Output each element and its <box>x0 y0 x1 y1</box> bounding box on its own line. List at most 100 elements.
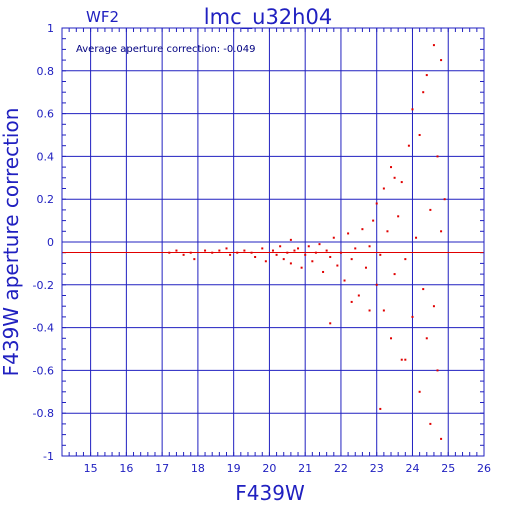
data-point <box>375 283 378 286</box>
data-point <box>361 228 364 231</box>
data-point <box>418 134 421 136</box>
x-tick-label: 23 <box>370 462 384 475</box>
data-point <box>314 251 317 254</box>
data-point <box>393 176 396 179</box>
x-tick-label: 19 <box>227 462 241 475</box>
data-point <box>250 251 253 254</box>
x-tick-label: 17 <box>155 462 169 475</box>
data-point <box>418 390 421 393</box>
data-point <box>350 258 353 261</box>
data-point <box>379 407 382 410</box>
data-point <box>279 245 282 248</box>
data-point <box>425 337 428 340</box>
data-point <box>254 255 257 258</box>
x-tick-label: 25 <box>441 462 455 475</box>
data-point <box>390 337 393 340</box>
data-point <box>400 181 403 184</box>
x-tick-label: 20 <box>262 462 276 475</box>
y-tick-label: -0.4 <box>33 322 54 335</box>
data-point <box>400 358 403 361</box>
data-point <box>404 358 407 361</box>
data-point <box>189 251 192 254</box>
data-point <box>425 74 428 77</box>
annotation-average: Average aperture correction: -0.049 <box>76 44 256 55</box>
x-tick-label: 16 <box>119 462 133 475</box>
data-point <box>422 91 425 94</box>
y-tick-label: 0.4 <box>37 150 55 163</box>
y-tick-label: 0.2 <box>37 193 55 206</box>
data-point <box>229 253 232 256</box>
data-point <box>322 270 325 273</box>
y-tick-labels: -1 -0.8 -0.6 -0.4 -0.2 0 0.2 0.4 0.6 0.8 1 <box>33 22 54 463</box>
data-point <box>272 249 274 252</box>
grid <box>61 27 485 457</box>
data-point <box>175 249 178 252</box>
data-point <box>407 144 410 147</box>
data-point <box>307 245 310 248</box>
y-tick-label: 0.8 <box>37 65 55 78</box>
x-tick-label: 21 <box>298 462 312 475</box>
data-point <box>440 59 443 62</box>
x-axis-label: F439W <box>235 481 305 505</box>
data-point <box>415 236 418 239</box>
data-point <box>364 266 367 269</box>
data-point <box>329 255 332 258</box>
data-point <box>368 309 371 312</box>
data-point <box>311 260 314 263</box>
data-point <box>182 253 185 256</box>
data-point <box>264 260 267 263</box>
data-point <box>436 369 439 372</box>
data-point <box>429 208 432 211</box>
data-point <box>336 264 339 267</box>
data-point <box>329 322 332 325</box>
y-tick-label: -0.8 <box>33 407 54 420</box>
data-point <box>300 266 303 269</box>
data-points <box>168 44 446 440</box>
y-tick-label: 0.6 <box>37 108 55 121</box>
data-point <box>293 249 296 252</box>
data-point <box>297 247 300 250</box>
data-point <box>390 166 393 169</box>
data-point <box>379 253 382 256</box>
plot-frame <box>61 27 485 457</box>
data-point <box>404 258 407 261</box>
data-point <box>236 251 239 254</box>
x-tick-label: 22 <box>334 462 348 475</box>
data-point <box>393 273 396 276</box>
data-point <box>386 230 389 233</box>
y-tick-label: -1 <box>43 450 54 463</box>
data-point <box>354 247 357 250</box>
x-tick-label: 26 <box>477 462 491 475</box>
y-tick-label: -0.6 <box>33 364 54 377</box>
data-point <box>318 243 321 246</box>
data-point <box>411 315 414 318</box>
data-point <box>443 198 446 201</box>
data-point <box>286 251 289 254</box>
data-point <box>397 215 400 218</box>
data-point <box>289 262 292 265</box>
data-point <box>347 232 350 235</box>
data-point <box>436 155 439 158</box>
data-point <box>411 108 414 111</box>
data-point <box>282 258 285 261</box>
data-point <box>375 202 378 205</box>
x-tick-label: 15 <box>84 462 98 475</box>
data-point <box>350 300 353 303</box>
data-point <box>368 245 371 248</box>
data-point <box>440 437 443 440</box>
data-point <box>429 422 432 425</box>
y-tick-label: 1 <box>47 22 54 35</box>
panel-label: WF2 <box>86 8 119 26</box>
x-tick-label: 18 <box>191 462 205 475</box>
data-point <box>168 251 171 254</box>
data-point <box>372 219 375 222</box>
data-point <box>325 249 328 252</box>
data-point <box>289 238 292 241</box>
data-point <box>275 253 278 256</box>
data-point <box>211 251 214 254</box>
data-point <box>225 247 228 250</box>
y-tick-label: 0 <box>47 236 54 249</box>
data-point <box>440 230 443 233</box>
data-point <box>243 249 246 252</box>
